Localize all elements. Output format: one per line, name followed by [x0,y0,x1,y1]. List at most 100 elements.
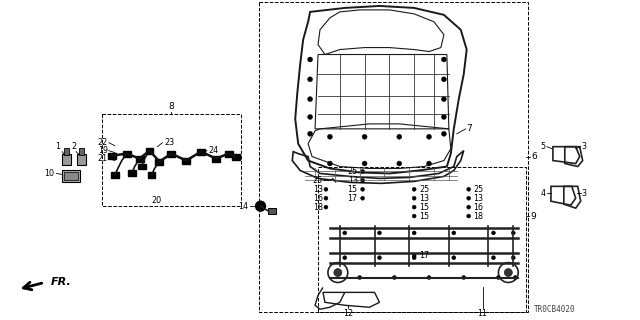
Circle shape [467,214,470,218]
Text: 25: 25 [419,185,429,194]
Text: 15: 15 [419,203,429,212]
Text: 11: 11 [477,309,488,318]
Circle shape [467,196,470,200]
Circle shape [343,231,347,235]
Text: 13: 13 [419,194,429,203]
Bar [62,171,80,182]
Bar [168,151,175,156]
Text: 9: 9 [530,212,536,220]
Bar [111,172,119,179]
Text: 16: 16 [474,203,484,212]
Bar [77,154,86,164]
Text: 18: 18 [474,212,484,220]
Text: 18: 18 [313,203,323,212]
Bar [79,148,84,155]
Circle shape [467,205,470,209]
Text: 10: 10 [44,169,54,178]
Circle shape [442,131,446,136]
Bar [268,208,276,214]
Text: 2: 2 [72,142,77,151]
Text: 3: 3 [582,189,587,198]
Circle shape [392,276,396,279]
Text: 13: 13 [348,176,358,185]
Circle shape [324,187,328,191]
Circle shape [308,77,312,82]
Circle shape [426,134,431,139]
Bar [138,164,145,170]
Bar [123,151,131,156]
Circle shape [412,214,416,218]
Circle shape [360,196,365,200]
Text: 3: 3 [582,142,587,151]
Text: FR.: FR. [51,277,71,287]
Circle shape [513,276,517,279]
Circle shape [442,115,446,119]
Text: 4: 4 [541,189,546,198]
Bar [197,149,205,155]
Bar [212,156,220,162]
Circle shape [358,276,362,279]
Circle shape [255,201,266,211]
Circle shape [412,187,416,191]
Circle shape [328,161,332,166]
Circle shape [328,134,332,139]
Circle shape [452,256,456,260]
Text: 13: 13 [313,185,323,194]
Circle shape [378,231,381,235]
Text: 8: 8 [168,102,174,111]
Circle shape [334,268,342,276]
Circle shape [308,97,312,101]
Circle shape [452,231,456,235]
Circle shape [412,205,416,209]
Text: 12: 12 [342,309,353,318]
Circle shape [360,187,365,191]
Bar [182,157,190,164]
Circle shape [511,231,515,235]
Text: 7: 7 [467,124,472,133]
Circle shape [362,134,367,139]
Bar [62,154,71,164]
Circle shape [412,231,416,235]
Circle shape [412,196,416,200]
Text: 5: 5 [541,142,546,151]
Text: 14: 14 [239,202,248,211]
Circle shape [492,231,495,235]
Circle shape [308,131,312,136]
Circle shape [461,276,466,279]
Text: 19: 19 [98,146,108,155]
Text: 1: 1 [55,142,60,151]
Text: 17: 17 [419,251,429,260]
Text: 21: 21 [98,154,108,163]
Circle shape [442,97,446,101]
Bar [108,153,116,159]
Text: 6: 6 [531,152,537,161]
Bar [148,172,156,179]
Circle shape [412,254,416,258]
Circle shape [497,276,500,279]
Text: 13: 13 [474,194,484,203]
Text: 23: 23 [164,138,175,147]
Bar [225,151,233,156]
Circle shape [360,170,365,173]
Circle shape [324,196,328,200]
Text: 15: 15 [348,185,358,194]
Text: 22: 22 [98,138,108,147]
Circle shape [426,161,431,166]
Bar [145,148,154,154]
Bar [64,148,69,155]
Circle shape [308,57,312,62]
Circle shape [492,256,495,260]
Circle shape [511,256,515,260]
Circle shape [442,57,446,62]
Circle shape [360,179,365,182]
Text: 25: 25 [313,176,323,185]
Bar [128,171,136,176]
Circle shape [412,256,416,260]
Text: 24: 24 [208,146,218,155]
Bar [64,172,78,180]
Bar [156,159,163,164]
Circle shape [504,268,512,276]
Circle shape [343,256,347,260]
Text: TR0CB4020: TR0CB4020 [534,305,576,314]
Text: 25: 25 [348,167,358,176]
